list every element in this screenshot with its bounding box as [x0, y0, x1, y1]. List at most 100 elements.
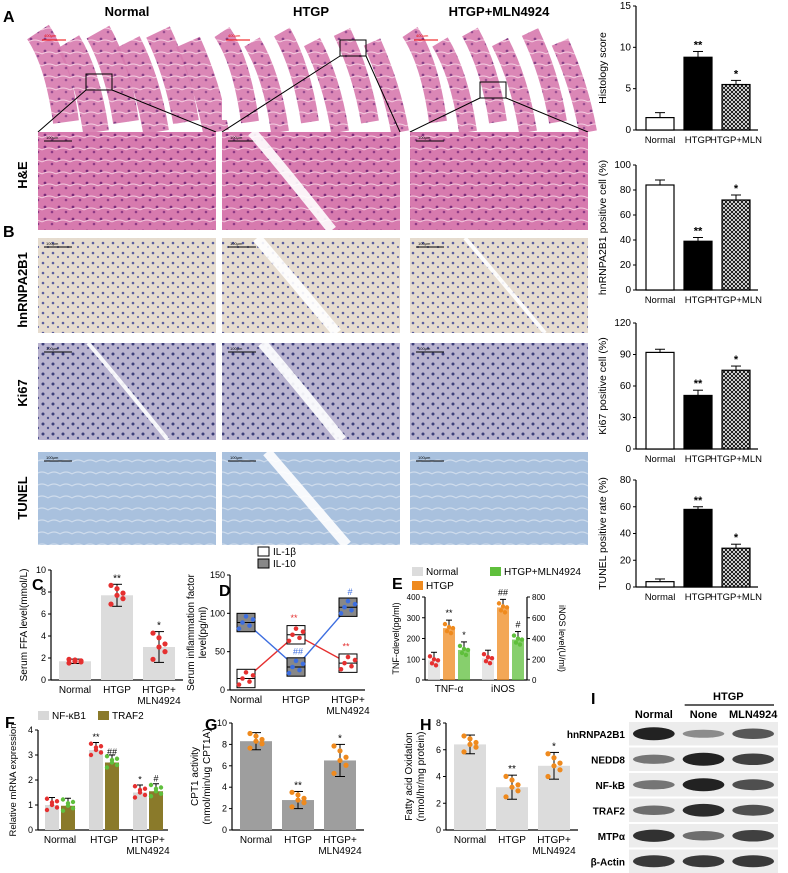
data-point [515, 636, 521, 641]
data-point [515, 782, 521, 788]
he-lobule [462, 27, 507, 124]
y-tick-label: 2 [28, 775, 33, 785]
x-tick-label: Normal [230, 695, 262, 706]
legend-swatch [412, 581, 423, 590]
data-point [259, 741, 265, 747]
data-point [108, 601, 114, 607]
blot-band [732, 779, 775, 791]
x-tick-label: HTGP [685, 135, 711, 146]
y-tick-label: 0 [625, 125, 631, 136]
data-point [236, 682, 242, 687]
blot-band [732, 829, 775, 842]
y-tick-label: 10 [217, 718, 227, 728]
y-tick-label: 15 [620, 1, 632, 12]
data-point [295, 797, 301, 803]
significance-label: # [153, 773, 158, 783]
x-tick-label: HTGP [282, 695, 310, 706]
y-tick-label: 0 [41, 675, 46, 685]
he-overview-0: 400μm [26, 20, 229, 135]
blot-row-label: β-Actin [591, 857, 625, 868]
data-point [236, 626, 242, 631]
y-tick-label: 0 [222, 825, 227, 835]
x-tick-label: Normal [645, 592, 676, 603]
legend-label: TRAF2 [112, 711, 144, 722]
bar [683, 240, 713, 291]
blot-row-label: hnRNPA2B1 [567, 730, 626, 741]
y-tick-label: 30 [620, 413, 632, 424]
data-point [343, 754, 349, 760]
blot-band [682, 778, 725, 792]
panel-letters: A B C D E F G H I [3, 9, 595, 734]
y-tick-label: 2 [436, 798, 441, 808]
he-lobule [551, 38, 597, 134]
x-tick-label: Normal [454, 835, 486, 846]
data-point [150, 656, 156, 662]
column-title-1: HTGP [293, 4, 329, 19]
zoom-box-2 [479, 81, 507, 99]
y-tick-label: 5 [625, 84, 631, 95]
blot-band [682, 855, 725, 868]
legend-label: IL-1β [273, 547, 296, 558]
western-blot-panel: HTGP Normal None MLN4924 hnRNPA2B1 NEDD8 NF-kB… [567, 691, 778, 873]
data-point [467, 741, 473, 748]
y-tick-label: 2 [41, 653, 46, 663]
data-point [342, 660, 347, 666]
data-point [515, 788, 521, 794]
data-point [72, 658, 78, 664]
blot-band [632, 780, 675, 790]
data-point [300, 661, 306, 667]
significance-label: # [347, 587, 352, 597]
significance-label: ## [498, 587, 508, 597]
he-lobule [521, 28, 567, 124]
data-point [247, 679, 252, 684]
x-tick-label: HTGP [284, 835, 312, 846]
panel-letter-D: D [219, 583, 231, 600]
scale-bar-text: 100μm [230, 346, 243, 351]
significance-label: ** [294, 780, 302, 791]
chart-D: 0 50 100 150 Serum inflammation factor level… [186, 546, 370, 717]
bar [149, 791, 163, 830]
data-point [259, 736, 265, 743]
he-lobule [116, 36, 169, 135]
hnrnpa2b1-ihc-1 [222, 238, 400, 333]
tissue-gap [263, 448, 351, 549]
x-tick-label: HTGP [685, 295, 711, 306]
data-point [301, 800, 307, 806]
data-point [114, 592, 120, 598]
y-tick-label: 60 [620, 381, 632, 392]
he-overview-1: 400μm [214, 20, 409, 134]
legend-swatch [38, 711, 49, 720]
he-lobule [402, 27, 447, 124]
y-axis-title: Serum FFA level(mmol/L) [19, 569, 30, 682]
y-axis-title: (nmol/min/ug CPT1A) [202, 728, 213, 824]
data-point [60, 808, 66, 813]
data-point [132, 784, 138, 789]
data-point [496, 601, 502, 606]
y-tick-label: 0 [416, 676, 421, 685]
y2-tick-label: 600 [532, 614, 546, 623]
x-tick-label: HTGP+MLN [710, 295, 762, 306]
y-tick-label: 0 [625, 582, 631, 593]
blot-band [682, 752, 725, 766]
y-tick-label: 6 [41, 609, 46, 619]
data-point [500, 604, 506, 609]
legend-label: IL-10 [273, 559, 296, 570]
data-point [156, 635, 162, 641]
he-lobule [146, 26, 199, 125]
data-point [109, 760, 115, 765]
data-point [250, 673, 256, 678]
y-tick-label: 150 [210, 570, 225, 580]
x-tick-label: HTGP+ [331, 695, 365, 706]
data-point [293, 626, 299, 631]
data-point [467, 736, 473, 742]
data-point [153, 789, 159, 794]
y-tick-label: 40 [620, 529, 632, 540]
data-point [156, 644, 162, 650]
x-tick-label: Normal [645, 295, 676, 306]
x-tick-label: HTGP [498, 835, 526, 846]
data-point [60, 797, 66, 802]
zoom-line [221, 55, 341, 133]
data-point [66, 660, 72, 666]
